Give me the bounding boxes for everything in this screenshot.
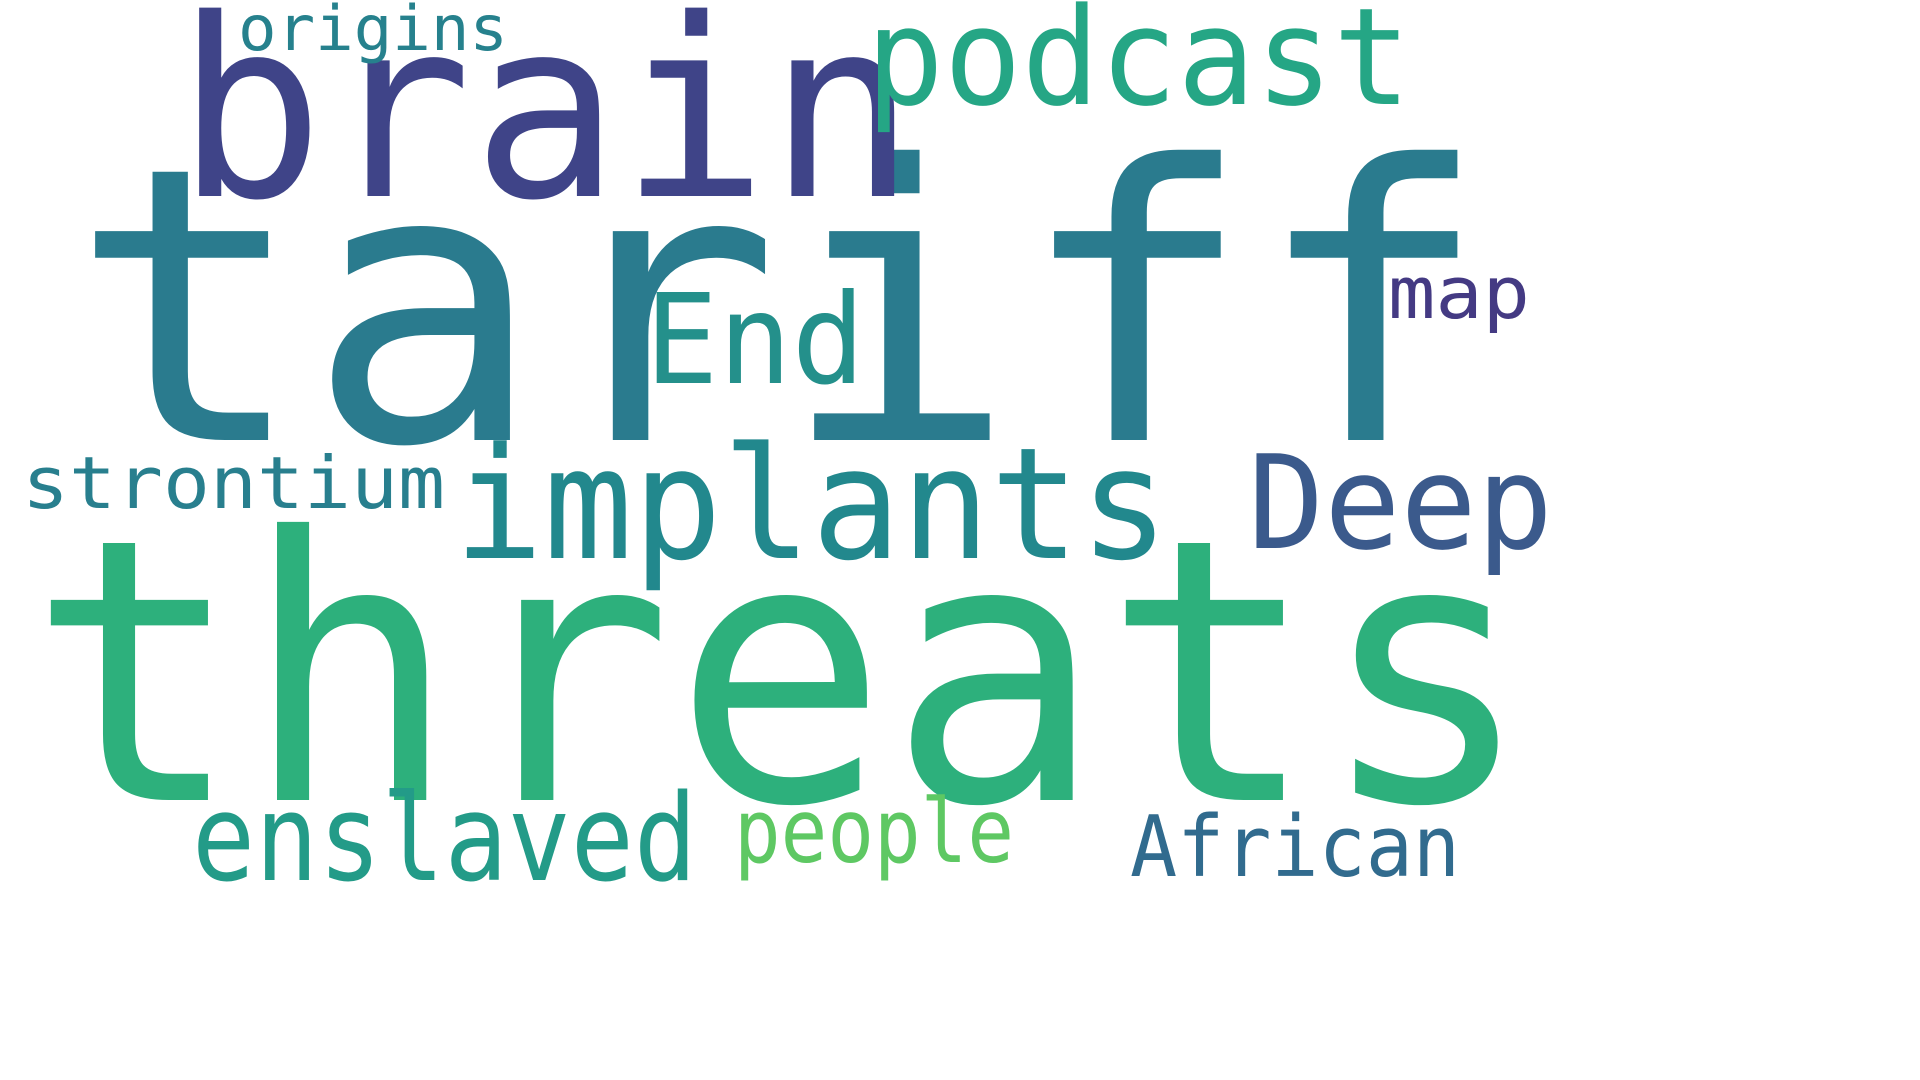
word-people: people: [734, 780, 1014, 882]
word-end: End: [645, 268, 865, 413]
word-cloud: tariff threats brain implants podcast De…: [22, 0, 1553, 882]
word-podcast: podcast: [866, 0, 1411, 136]
word-brain: brain: [176, 0, 916, 255]
word-tariff: tariff: [70, 86, 1490, 531]
word-implants: implants: [454, 414, 1169, 595]
word-african: African: [1130, 798, 1460, 882]
word-deep: Deep: [1248, 427, 1553, 579]
word-enslaved: enslaved: [192, 770, 697, 882]
word-cloud-canvas: tariff threats brain implants podcast De…: [22, 0, 1553, 882]
word-strontium: strontium: [22, 441, 445, 525]
word-threats: threats: [28, 461, 1533, 882]
word-origins: origins: [238, 0, 508, 65]
word-map: map: [1388, 251, 1530, 335]
